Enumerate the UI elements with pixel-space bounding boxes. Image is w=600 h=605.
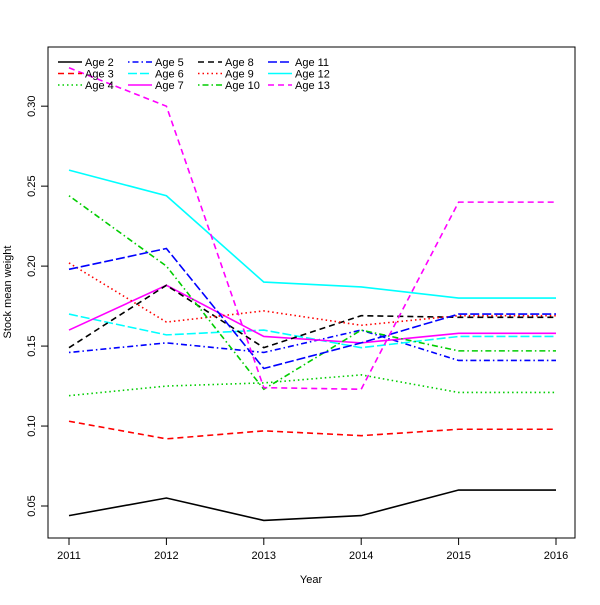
x-tick-label: 2014 — [349, 550, 373, 562]
legend-item: Age 8 — [198, 57, 254, 69]
legend-item: Age 12 — [268, 69, 330, 81]
series-lines — [68, 67, 556, 522]
y-tick-label: 0.05 — [26, 495, 38, 516]
series-line-age-3 — [68, 420, 556, 440]
legend-item: Age 5 — [128, 57, 184, 69]
series-line-age-4 — [68, 374, 556, 397]
y-axis: 0.05 0.10 0.15 0.20 0.25 0.30 — [26, 95, 49, 517]
y-axis-label: Stock mean weight — [2, 246, 14, 339]
y-tick-label: 0.10 — [26, 415, 38, 436]
series-line-age-13 — [68, 67, 556, 391]
legend-item: Age 2 — [58, 57, 114, 69]
series-line-age-12 — [68, 169, 556, 299]
legend-label: Age 11 — [295, 57, 329, 69]
x-tick-label: 2011 — [57, 550, 81, 562]
legend-label: Age 13 — [295, 80, 330, 92]
x-tick-label: 2013 — [252, 550, 276, 562]
legend-label: Age 8 — [225, 57, 254, 69]
legend-label: Age 4 — [85, 80, 114, 92]
legend-label: Age 9 — [225, 69, 254, 81]
series-line-age-9 — [68, 262, 556, 327]
legend-label: Age 10 — [225, 80, 260, 92]
legend-item: Age 7 — [128, 80, 184, 92]
legend-item: Age 6 — [128, 69, 184, 81]
legend-label: Age 6 — [155, 69, 184, 81]
legend-item: Age 11 — [268, 57, 329, 69]
series-line-age-10 — [68, 195, 556, 391]
x-tick-label: 2016 — [544, 550, 568, 562]
x-axis-label: Year — [300, 574, 323, 586]
legend-label: Age 5 — [155, 57, 184, 69]
plot-frame — [47, 46, 576, 539]
legend-item: Age 3 — [58, 69, 114, 81]
legend-label: Age 3 — [85, 69, 114, 81]
legend-label: Age 7 — [155, 80, 184, 92]
series-line-age-5 — [68, 329, 556, 362]
legend-item: Age 9 — [198, 69, 254, 81]
legend-item: Age 10 — [198, 80, 260, 92]
y-tick-label: 0.20 — [26, 255, 38, 276]
legend-item: Age 13 — [268, 80, 330, 92]
legend-item: Age 4 — [58, 80, 114, 92]
legend-label: Age 2 — [85, 57, 114, 69]
legend-label: Age 12 — [295, 69, 330, 81]
x-tick-label: 2012 — [154, 550, 178, 562]
x-axis: 2011 2012 2013 2014 2015 2016 — [57, 537, 568, 562]
series-line-age-8 — [68, 284, 556, 349]
series-line-age-7 — [68, 284, 556, 344]
series-line-age-11 — [68, 247, 556, 370]
series-line-age-2 — [68, 489, 556, 522]
y-tick-label: 0.15 — [26, 335, 38, 356]
x-tick-label: 2015 — [446, 550, 470, 562]
y-tick-label: 0.30 — [26, 95, 38, 116]
y-tick-label: 0.25 — [26, 175, 38, 196]
